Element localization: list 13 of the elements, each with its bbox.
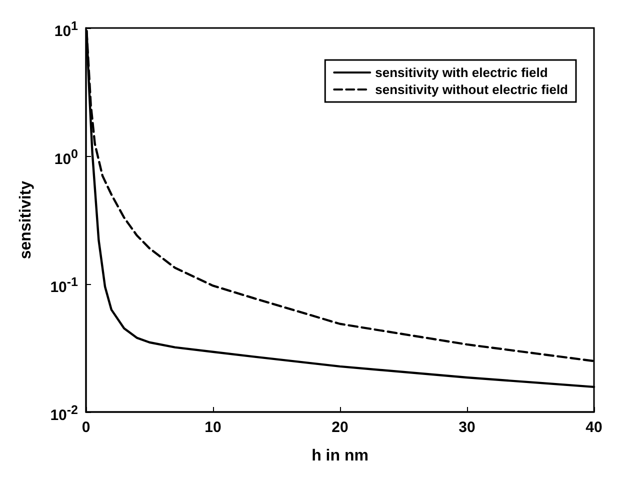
x-tick-label: 30 bbox=[458, 419, 476, 436]
x-tick-label: 20 bbox=[332, 419, 348, 436]
x-tick-label: 40 bbox=[586, 419, 602, 436]
legend-label: sensitivity without electric field bbox=[375, 82, 568, 97]
x-tick-label: 10 bbox=[204, 419, 222, 436]
y-tick-label: 10$^{-1}$ bbox=[50, 274, 78, 297]
y-tick-label: 10$^{-2}$ bbox=[50, 402, 78, 425]
x-tick-label: 0 bbox=[82, 419, 90, 436]
legend-label: sensitivity with electric field bbox=[375, 65, 548, 80]
y-axis-title: sensitivity bbox=[18, 180, 34, 260]
y-tick-label: 10$^{1}$ bbox=[54, 18, 78, 41]
y-tick-label: 10$^{0}$ bbox=[54, 146, 78, 169]
x-axis-title: h in nm bbox=[312, 448, 368, 464]
